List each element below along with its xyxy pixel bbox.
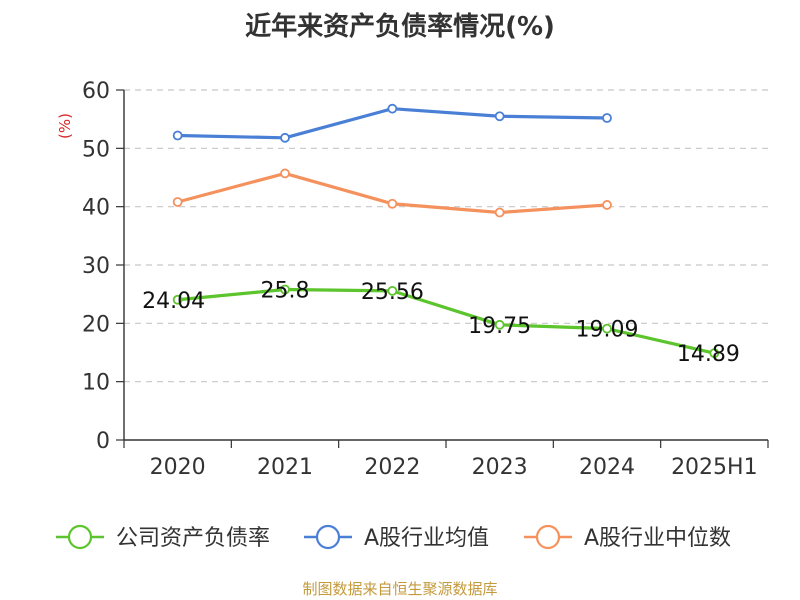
data-point bbox=[494, 207, 505, 218]
data-point bbox=[494, 111, 505, 122]
series-line bbox=[177, 287, 715, 355]
data-label: 25.56 bbox=[361, 280, 424, 305]
y-tick-label: 0 bbox=[96, 429, 110, 454]
x-tick-label: 2020 bbox=[150, 455, 206, 480]
data-point bbox=[387, 198, 398, 209]
legend-label: A股行业中位数 bbox=[584, 526, 731, 551]
data-label: 19.09 bbox=[576, 318, 639, 343]
y-tick-label: 20 bbox=[82, 312, 110, 337]
legend-label: 公司资产负债率 bbox=[116, 526, 270, 551]
data-point bbox=[494, 319, 505, 330]
data-point bbox=[602, 323, 612, 334]
data-point bbox=[602, 200, 612, 210]
data-label: 24.04 bbox=[142, 289, 205, 314]
legend-label: A股行业均值 bbox=[364, 526, 489, 551]
data-point bbox=[280, 132, 290, 143]
grid-layer bbox=[124, 89, 768, 383]
data-point bbox=[280, 168, 290, 179]
y-tick-label: 50 bbox=[82, 137, 110, 162]
data-label-layer: 24.04 25.8 25.56 19.75 19.09 14.89 bbox=[142, 279, 740, 368]
data-point bbox=[709, 348, 720, 359]
data-point bbox=[172, 130, 183, 141]
x-tick-label: 2023 bbox=[472, 455, 528, 480]
data-point bbox=[387, 103, 398, 114]
legend: 公司资产负债率 A股行业均值 A股行业中位数 bbox=[56, 524, 731, 551]
legend-swatch-marker bbox=[67, 524, 93, 550]
data-point bbox=[387, 285, 398, 296]
data-label: 14.89 bbox=[677, 342, 740, 367]
data-point bbox=[172, 294, 183, 305]
data-point bbox=[602, 113, 612, 123]
x-tick-label: 2021 bbox=[257, 455, 313, 480]
axis-layer: 0 10 20 30 40 50 60 2020 2021 2022 2023 2024 2025H1 (… bbox=[56, 79, 769, 480]
y-axis-label: (%) bbox=[56, 113, 74, 139]
data-point bbox=[172, 197, 183, 207]
y-tick-label: 40 bbox=[82, 196, 110, 221]
data-label: 25.8 bbox=[261, 279, 310, 304]
source-note: 制图数据来自恒生聚源数据库 bbox=[302, 580, 498, 598]
data-label: 19.75 bbox=[468, 314, 531, 339]
x-tick-label: 2025H1 bbox=[671, 455, 758, 480]
series-layer bbox=[172, 103, 720, 359]
y-tick-label: 60 bbox=[82, 79, 110, 104]
x-tick-label: 2022 bbox=[364, 455, 420, 480]
x-tick-label: 2024 bbox=[579, 455, 635, 480]
y-tick-label: 30 bbox=[82, 254, 110, 279]
legend-swatch-marker bbox=[535, 524, 561, 550]
y-tick-label: 10 bbox=[82, 371, 110, 396]
legend-swatch-marker bbox=[315, 524, 341, 550]
chart-title: 近年来资产负债率情况(%) bbox=[245, 12, 555, 42]
data-point bbox=[280, 284, 290, 295]
